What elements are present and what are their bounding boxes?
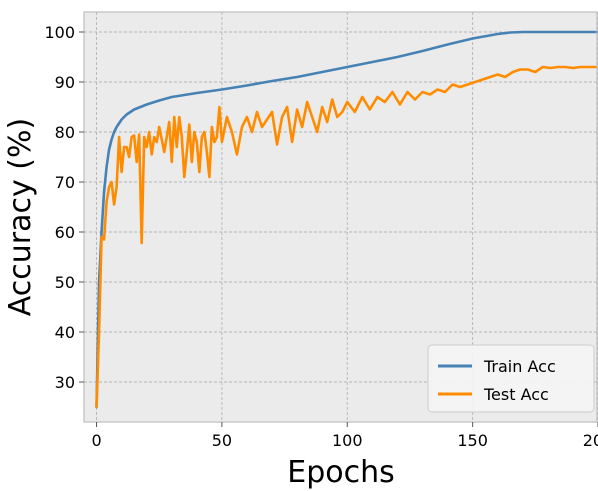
plot-frame — [83, 11, 598, 423]
legend-label: Train Acc — [483, 357, 556, 376]
x-tick-label: 200 — [583, 431, 598, 450]
y-tick-label: 80 — [55, 123, 75, 142]
plot-area — [83, 11, 598, 423]
series-layer — [95, 30, 598, 409]
y-tick-label: 90 — [55, 73, 75, 92]
x-axis-ticks: 0 50 100 150 200 — [91, 422, 598, 450]
y-tick-label: 50 — [55, 273, 75, 292]
y-tick-label: 30 — [55, 373, 75, 392]
legend: Train Acc Test Acc — [427, 344, 595, 413]
series-line-train-acc — [95, 30, 598, 409]
y-axis-ticks: 30 40 50 60 70 80 90 100 — [44, 23, 84, 392]
x-tick-label: 150 — [457, 431, 488, 450]
y-tick-label: 60 — [55, 223, 75, 242]
x-tick-label: 100 — [332, 431, 363, 450]
x-tick-label: 0 — [91, 431, 101, 450]
legend-label: Test Acc — [483, 385, 549, 404]
y-axis-label: Accuracy (%) — [3, 118, 38, 316]
x-axis-label: Epochs — [287, 455, 395, 490]
series-line-test-acc — [95, 65, 597, 409]
y-tick-label: 70 — [55, 173, 75, 192]
x-tick-label: 50 — [212, 431, 232, 450]
y-tick-label: 40 — [55, 323, 75, 342]
y-tick-label: 100 — [44, 23, 75, 42]
